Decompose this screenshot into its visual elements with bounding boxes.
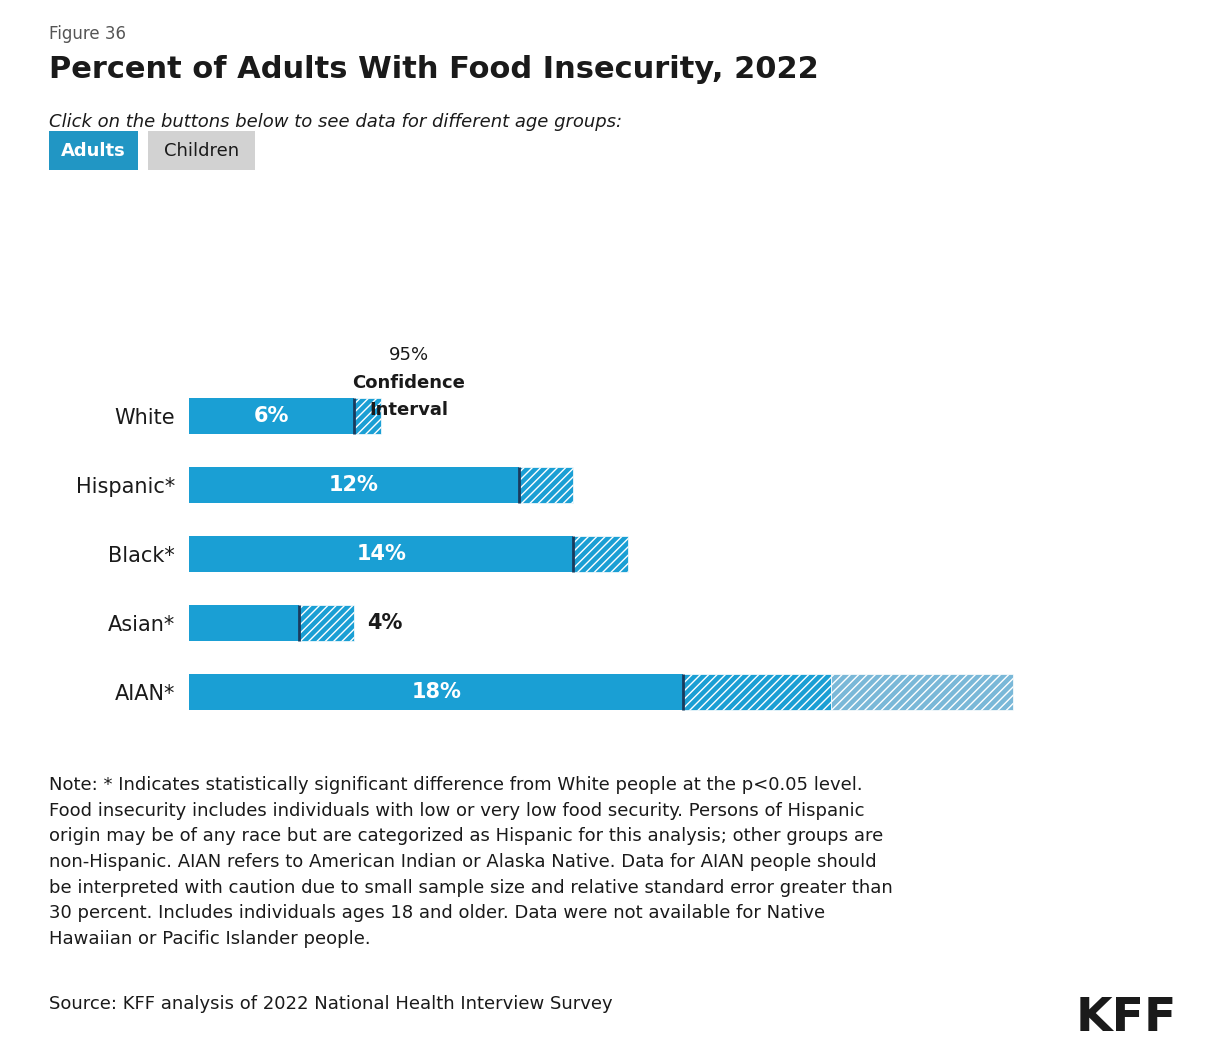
Bar xyxy=(518,466,573,502)
Bar xyxy=(189,466,518,502)
Bar xyxy=(573,536,628,571)
Text: 6%: 6% xyxy=(254,406,289,426)
Text: 18%: 18% xyxy=(411,682,461,702)
Text: 12%: 12% xyxy=(329,475,378,495)
Bar xyxy=(189,536,573,571)
Bar xyxy=(189,674,683,710)
Text: Figure 36: Figure 36 xyxy=(49,25,126,43)
Bar xyxy=(683,674,831,710)
Bar xyxy=(299,605,354,641)
Text: Children: Children xyxy=(163,142,239,159)
Text: Adults: Adults xyxy=(61,142,126,159)
Text: 4%: 4% xyxy=(367,613,403,633)
Bar xyxy=(354,398,381,434)
Text: KFF: KFF xyxy=(1076,996,1177,1041)
Text: 95%: 95% xyxy=(389,347,428,364)
Text: Click on the buttons below to see data for different age groups:: Click on the buttons below to see data f… xyxy=(49,113,622,131)
Text: Source: KFF analysis of 2022 National Health Interview Survey: Source: KFF analysis of 2022 National He… xyxy=(49,995,612,1013)
Text: 14%: 14% xyxy=(356,544,406,564)
Bar xyxy=(189,398,354,434)
Text: Note: * Indicates statistically significant difference from White people at the : Note: * Indicates statistically signific… xyxy=(49,776,893,948)
Bar xyxy=(189,605,299,641)
Text: Confidence: Confidence xyxy=(353,374,465,392)
Bar xyxy=(832,674,1013,710)
Text: Interval: Interval xyxy=(370,402,448,420)
Text: Percent of Adults With Food Insecurity, 2022: Percent of Adults With Food Insecurity, … xyxy=(49,55,819,84)
